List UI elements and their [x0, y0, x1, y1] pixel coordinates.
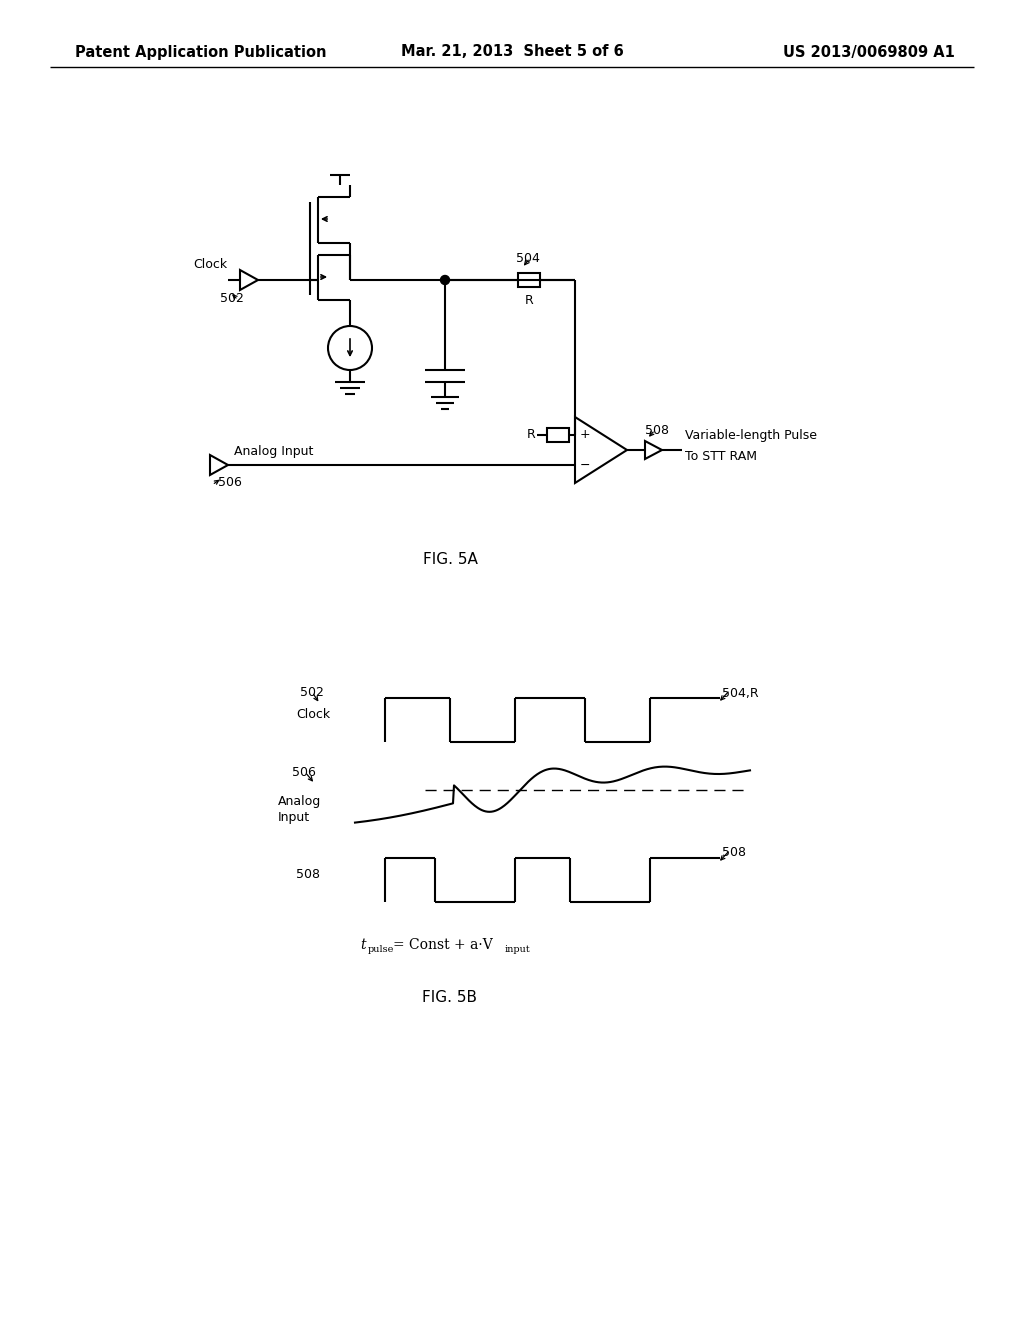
Text: input: input — [505, 945, 530, 954]
Text: Input: Input — [278, 812, 310, 825]
Text: 508: 508 — [296, 867, 319, 880]
Text: 504: 504 — [516, 252, 540, 264]
Text: −: − — [580, 458, 591, 471]
Text: R: R — [526, 429, 535, 441]
Text: 504,R: 504,R — [722, 686, 759, 700]
Text: Patent Application Publication: Patent Application Publication — [75, 45, 327, 59]
Text: US 2013/0069809 A1: US 2013/0069809 A1 — [783, 45, 955, 59]
Text: 508: 508 — [722, 846, 746, 859]
FancyBboxPatch shape — [547, 428, 569, 442]
Text: FIG. 5A: FIG. 5A — [423, 553, 477, 568]
Text: pulse: pulse — [368, 945, 394, 954]
Text: 502: 502 — [300, 685, 324, 698]
Text: = Const + a·V: = Const + a·V — [393, 939, 493, 952]
Text: To STT RAM: To STT RAM — [685, 450, 757, 462]
Text: Variable-length Pulse: Variable-length Pulse — [685, 429, 817, 442]
Text: 506: 506 — [218, 477, 242, 490]
Text: Clock: Clock — [296, 708, 330, 721]
Text: 502: 502 — [220, 292, 244, 305]
Text: t: t — [360, 939, 366, 952]
Text: 506: 506 — [292, 766, 315, 779]
Text: Analog Input: Analog Input — [234, 445, 313, 458]
Text: FIG. 5B: FIG. 5B — [423, 990, 477, 1005]
Text: Clock: Clock — [193, 259, 227, 272]
Text: Mar. 21, 2013  Sheet 5 of 6: Mar. 21, 2013 Sheet 5 of 6 — [400, 45, 624, 59]
Text: Analog: Analog — [278, 796, 322, 808]
Text: R: R — [524, 293, 534, 306]
FancyBboxPatch shape — [518, 273, 540, 286]
Circle shape — [440, 276, 450, 285]
Circle shape — [328, 326, 372, 370]
Text: 508: 508 — [645, 424, 669, 437]
Text: +: + — [580, 429, 591, 441]
